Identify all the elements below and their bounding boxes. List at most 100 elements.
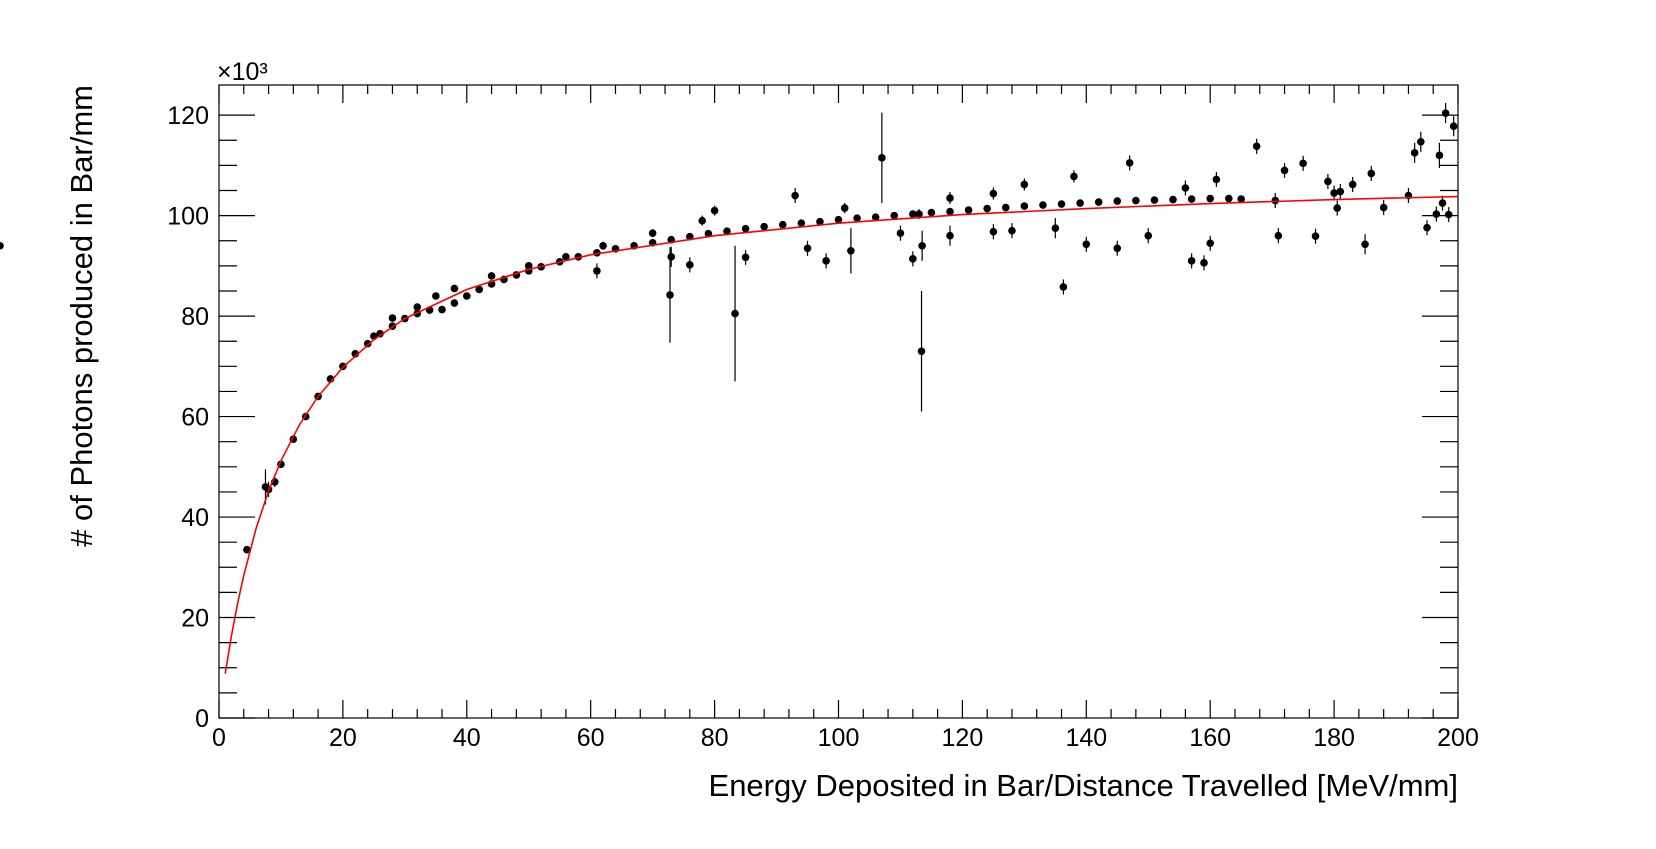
data-point — [1417, 137, 1425, 146]
y-tick-label: 40 — [181, 504, 209, 532]
data-point — [989, 227, 998, 236]
data-point — [1449, 122, 1458, 130]
data-point — [1311, 232, 1320, 241]
data-point — [487, 272, 496, 280]
data-point — [1150, 196, 1159, 204]
data-point — [698, 216, 707, 225]
data-point — [791, 191, 799, 200]
y-tick-label: 60 — [181, 404, 209, 432]
data-point — [599, 241, 607, 250]
data-point — [1169, 195, 1177, 204]
data-point — [1181, 184, 1190, 192]
data-point — [0, 241, 4, 250]
fit-curve — [224, 195, 1459, 674]
data-point — [710, 206, 719, 215]
x-tick-label: 180 — [1313, 724, 1355, 752]
data-point — [1187, 257, 1196, 265]
data-point — [1113, 197, 1122, 205]
data-point — [890, 211, 899, 220]
data-point — [989, 189, 998, 198]
data-point — [1206, 194, 1214, 203]
data-point — [524, 262, 533, 270]
data-point — [797, 219, 806, 227]
data-point — [1206, 239, 1214, 248]
data-point — [853, 214, 861, 222]
data-point — [648, 229, 657, 238]
data-point — [946, 194, 954, 202]
data-point — [778, 220, 787, 229]
data-point — [909, 210, 917, 218]
data-point — [1432, 210, 1441, 218]
x-tick-label: 160 — [1189, 724, 1231, 752]
data-point — [432, 292, 440, 300]
data-point — [388, 314, 397, 322]
data-point — [1324, 177, 1332, 186]
data-point — [1020, 202, 1029, 210]
y-tick-label: 0 — [195, 705, 209, 733]
data-point — [822, 257, 830, 265]
data-point — [1441, 109, 1450, 117]
data-point — [871, 213, 880, 221]
data-point — [438, 305, 446, 314]
x-tick-label: 80 — [701, 724, 729, 752]
data-point — [915, 210, 923, 218]
x-tick-label: 60 — [577, 724, 605, 752]
data-point — [983, 204, 991, 213]
data-point — [1144, 231, 1153, 240]
data-point — [1280, 166, 1289, 175]
data-point — [1330, 189, 1338, 197]
data-point — [1070, 172, 1078, 181]
x-tick-label: 100 — [818, 724, 860, 752]
data-point — [1435, 151, 1444, 160]
data-point — [1333, 204, 1341, 212]
x-tick-label: 140 — [1065, 724, 1107, 752]
data-point — [816, 217, 824, 226]
data-point — [1438, 199, 1447, 207]
data-point — [450, 284, 459, 293]
data-point — [878, 154, 886, 162]
data-point — [834, 215, 843, 224]
data-point — [376, 329, 384, 338]
data-point — [1125, 159, 1134, 167]
data-point — [1271, 196, 1280, 205]
data-point — [918, 241, 926, 250]
data-point — [896, 229, 905, 238]
data-point — [1113, 244, 1122, 253]
data-point — [1444, 210, 1453, 219]
data-point — [666, 291, 674, 299]
data-point — [1094, 198, 1103, 206]
data-point — [723, 227, 731, 235]
data-point — [1059, 283, 1068, 291]
data-point — [450, 299, 459, 307]
data-point — [917, 347, 926, 356]
data-point — [731, 309, 739, 318]
data-point — [1348, 180, 1357, 189]
data-point — [1082, 240, 1091, 249]
data-point — [413, 303, 422, 311]
data-point — [463, 292, 471, 300]
data-point — [593, 267, 601, 275]
data-point — [1200, 259, 1208, 267]
data-point — [562, 253, 570, 261]
data-point — [1410, 149, 1419, 157]
data-point — [847, 246, 855, 255]
x-tick-label: 200 — [1437, 724, 1479, 752]
data-point — [1212, 175, 1221, 184]
data-point — [946, 207, 954, 216]
x-tick-label: 20 — [329, 724, 357, 752]
data-point — [927, 208, 936, 217]
data-point — [1039, 201, 1047, 209]
data-point — [760, 222, 768, 231]
x-tick-label: 0 — [212, 724, 226, 752]
data-point — [1008, 226, 1016, 235]
data-point — [946, 231, 954, 240]
data-point — [1423, 223, 1431, 232]
data-point — [1057, 200, 1066, 208]
data-point — [363, 339, 372, 348]
data-point — [667, 253, 676, 261]
data-point — [1076, 199, 1084, 207]
data-point — [803, 244, 812, 253]
data-point — [840, 204, 849, 212]
data-point — [1224, 194, 1233, 203]
